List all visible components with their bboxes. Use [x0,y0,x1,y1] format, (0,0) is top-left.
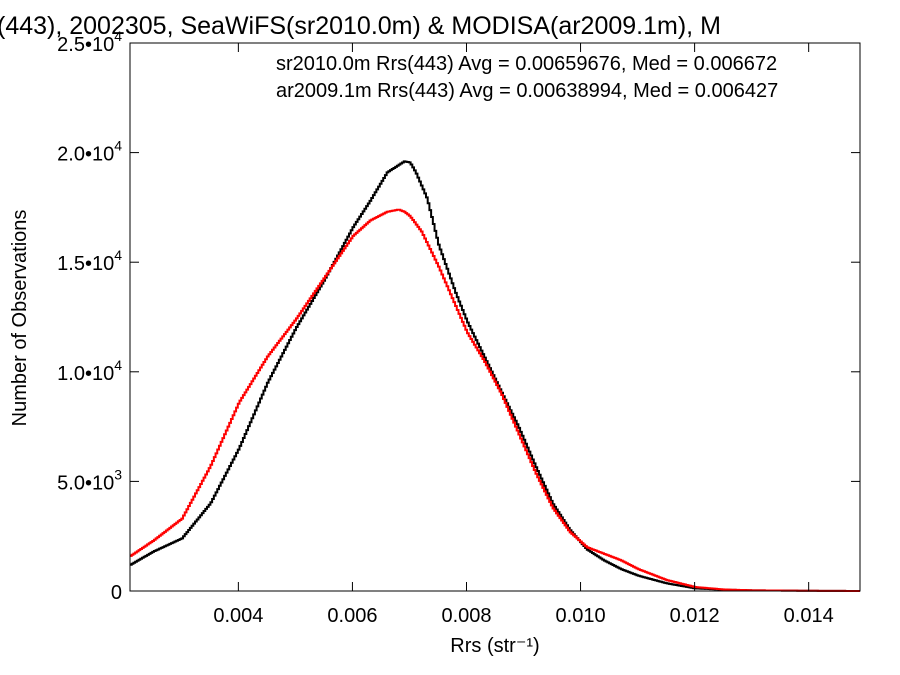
y-axis-label: Number of Observations [9,210,31,427]
plot-area [130,160,860,592]
y-tick-label: 0 [111,582,122,604]
chart-title: (443), 2002305, SeaWiFS(sr2010.0m) & MOD… [0,12,721,40]
x-axis-label: Rrs (str⁻¹) [450,635,539,657]
y-tick-label: 2.5•104 [57,28,122,56]
x-tick-label: 0.008 [441,605,491,627]
y-tick-label: 5.0•103 [57,466,122,494]
y-tick-label: 1.5•104 [57,247,122,275]
y-tick-label: 2.0•104 [57,138,122,166]
x-tick-label: 0.010 [556,605,606,627]
legend-entry-sr2010: sr2010.0m Rrs(443) Avg = 0.00659676, Med… [276,53,777,75]
legend-entry-ar2009: ar2009.1m Rrs(443) Avg = 0.00638994, Med… [276,80,778,102]
y-tick-label: 1.0•104 [57,357,122,385]
legend: sr2010.0m Rrs(443) Avg = 0.00659676, Med… [276,53,778,102]
x-tick-label: 0.012 [670,605,720,627]
x-axis: 0.004 0.006 0.008 0.010 0.012 0.014 [213,43,834,627]
y-axis: 0 5.0•103 1.0•104 1.5•104 2.0•104 2.5•104 [57,28,860,604]
series-line-0 [130,160,860,592]
x-tick-label: 0.014 [784,605,834,627]
x-tick-label: 0.006 [327,605,377,627]
plot-frame [129,42,861,592]
x-tick-label: 0.004 [213,605,263,627]
series-line-1 [130,208,860,592]
